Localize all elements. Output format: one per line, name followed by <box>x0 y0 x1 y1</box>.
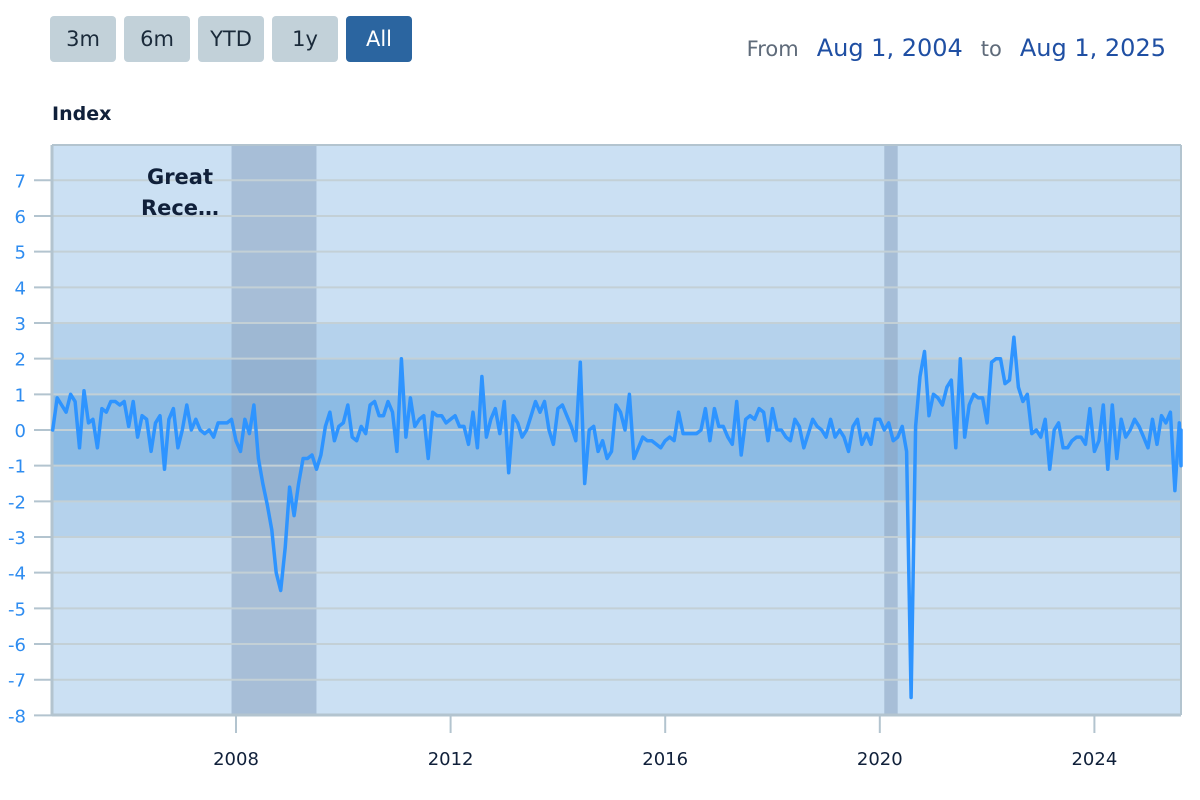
y-tick-label: 3 <box>15 314 26 335</box>
from-date-input[interactable]: Aug 1, 2004 <box>816 34 963 62</box>
date-range: From Aug 1, 2004 to Aug 1, 2025 <box>747 34 1166 62</box>
y-axis-title: Index <box>52 103 112 125</box>
y-tick-label: 0 <box>15 421 26 442</box>
range-button-1y[interactable]: 1y <box>272 16 338 62</box>
y-tick-label: 4 <box>15 278 26 299</box>
range-button-all[interactable]: All <box>346 16 412 62</box>
x-tick-label: 2016 <box>642 749 688 770</box>
range-button-6m[interactable]: 6m <box>124 16 190 62</box>
y-tick-label: -7 <box>8 671 26 692</box>
gridlines <box>52 179 1181 681</box>
y-tick-label: -3 <box>8 528 26 549</box>
to-label: to <box>980 37 1002 61</box>
recession-labels: Great Rece… <box>141 165 219 220</box>
y-tick-label: 1 <box>15 385 26 406</box>
range-button-ytd[interactable]: YTD <box>198 16 264 62</box>
y-tick-label: -1 <box>8 457 26 478</box>
x-tick-label: 2008 <box>213 749 259 770</box>
recession-label: Great <box>147 165 213 189</box>
recession-label: Rece… <box>141 196 219 220</box>
y-tick-label: -6 <box>8 635 26 656</box>
y-tick-label: 5 <box>15 243 26 264</box>
x-tick-label: 2024 <box>1071 749 1117 770</box>
to-date-input[interactable]: Aug 1, 2025 <box>1019 34 1166 62</box>
x-tick-label: 2012 <box>428 749 474 770</box>
y-tick-label: -2 <box>8 492 26 513</box>
x-tick-label: 2020 <box>857 749 903 770</box>
range-button-3m[interactable]: 3m <box>50 16 116 62</box>
y-tick-label: -8 <box>8 706 26 727</box>
y-tick-label: 6 <box>15 207 26 228</box>
y-tick-label: -4 <box>8 564 26 585</box>
data-series-line[interactable] <box>50 335 1183 700</box>
series-line[interactable] <box>50 335 1183 700</box>
y-tick-label: -5 <box>8 599 26 620</box>
from-label: From <box>746 37 799 61</box>
y-tick-label: 7 <box>15 171 26 192</box>
y-tick-label: 2 <box>15 350 26 371</box>
range-selector: 3m 6m YTD 1y All <box>50 16 412 62</box>
